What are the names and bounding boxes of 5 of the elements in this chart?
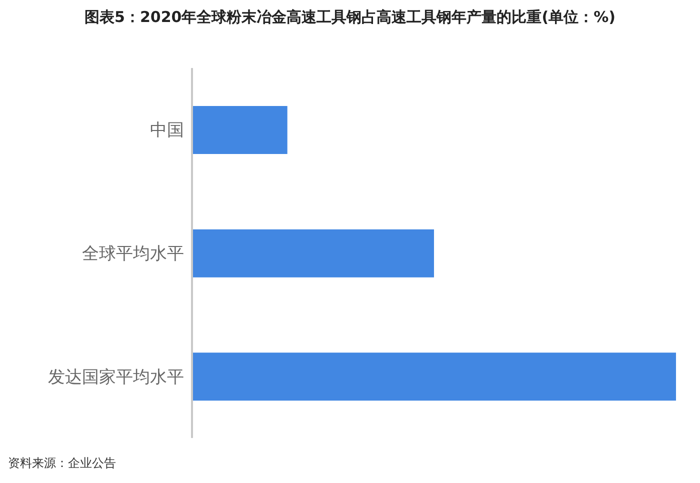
y-tick-label: 全球平均水平 <box>82 244 184 264</box>
y-tick-label: 发达国家平均水平 <box>48 367 184 388</box>
y-tick-label: 中国 <box>150 120 184 141</box>
chart-title: 图表5：2020年全球粉末冶金高速工具钢占高速工具钢年产量的比重(单位：%) <box>84 8 616 27</box>
text: 资料来源：企业公告 <box>8 455 116 472</box>
